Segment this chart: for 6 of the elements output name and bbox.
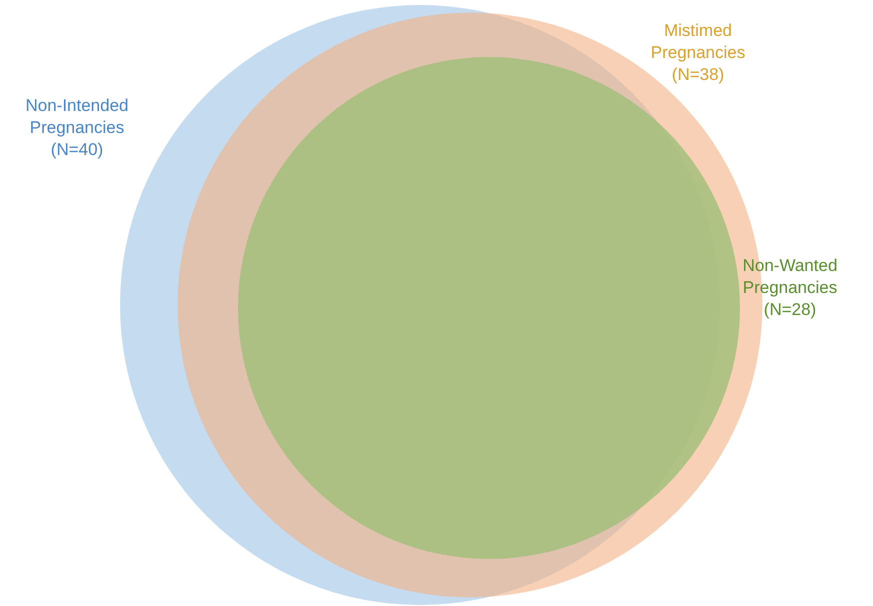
category-label: Non-Intended Pregnancies (24, 95, 130, 139)
category-label: Non-Wanted Pregnancies (742, 255, 838, 299)
data-label: (N=28) (762, 299, 818, 321)
data-label: (N=40) (50, 139, 104, 161)
category-label: Mistimed Pregnancies (650, 20, 746, 64)
data-label: (N=38) (670, 64, 726, 86)
